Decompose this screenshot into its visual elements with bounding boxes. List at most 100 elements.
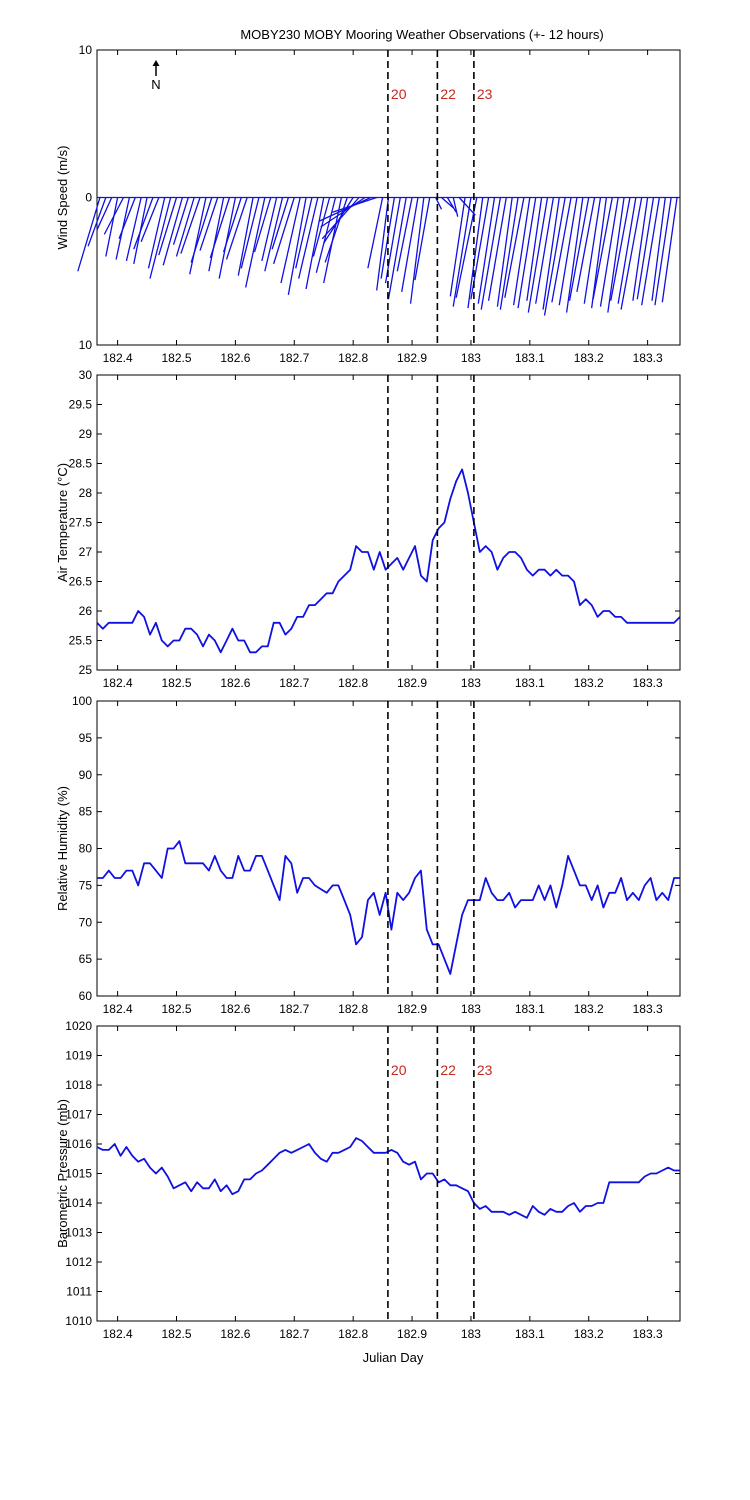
y-tick-label: 1011 bbox=[66, 1285, 92, 1299]
event-label-20: 20 bbox=[391, 1062, 407, 1078]
x-tick-label: 182.8 bbox=[338, 351, 368, 365]
wind-stick bbox=[517, 197, 537, 309]
x-tick-label: 182.9 bbox=[397, 1327, 427, 1341]
wind-stick bbox=[543, 197, 566, 316]
y-tick-label: 75 bbox=[79, 878, 93, 892]
wind-stick bbox=[504, 197, 525, 298]
wind-stick bbox=[384, 197, 401, 284]
y-tick-label: 1013 bbox=[65, 1226, 92, 1240]
y-tick-label: 1010 bbox=[65, 1314, 92, 1328]
wind-stick bbox=[551, 197, 572, 303]
y-tick-label: 1015 bbox=[65, 1167, 92, 1181]
x-tick-label: 182.7 bbox=[279, 1327, 309, 1341]
y-tick-label: 90 bbox=[79, 768, 93, 782]
wind-stick bbox=[446, 197, 457, 213]
wind-stick bbox=[332, 196, 377, 213]
wind-stick bbox=[245, 197, 266, 288]
wind-stick bbox=[607, 197, 625, 313]
y-tick-label: 1012 bbox=[65, 1255, 92, 1269]
y-tick-label: 1016 bbox=[65, 1137, 92, 1151]
wind-stick bbox=[125, 197, 142, 262]
x-tick-label: 182.4 bbox=[103, 1002, 133, 1016]
wind-stick bbox=[172, 197, 189, 245]
wind-stick bbox=[535, 197, 555, 304]
x-tick-label: 183.1 bbox=[515, 676, 545, 690]
x-tick-label: 183 bbox=[461, 1327, 481, 1341]
north-arrow-head-icon bbox=[152, 60, 160, 66]
y-tick-label: 85 bbox=[79, 805, 93, 819]
x-tick-label: 182.5 bbox=[161, 1002, 191, 1016]
wind-stick bbox=[396, 197, 413, 272]
wind-stick bbox=[140, 197, 160, 242]
x-tick-label: 182.6 bbox=[220, 1002, 250, 1016]
event-label-22: 22 bbox=[440, 86, 456, 102]
wind-stick bbox=[512, 197, 531, 306]
wind-stick bbox=[467, 197, 484, 309]
x-tick-label: 183.2 bbox=[574, 1002, 604, 1016]
y-tick-label: 27.5 bbox=[69, 516, 93, 530]
wind-stick bbox=[636, 197, 655, 300]
x-tick-label: 182.8 bbox=[338, 676, 368, 690]
y-axis-label: Air Temperature (°C) bbox=[55, 463, 70, 582]
x-tick-label: 182.9 bbox=[397, 351, 427, 365]
y-axis-label: Relative Humidity (%) bbox=[55, 786, 70, 911]
wind-stick bbox=[401, 197, 419, 293]
wind-stick bbox=[280, 197, 301, 284]
wind-stick bbox=[568, 197, 590, 301]
wind-stick bbox=[452, 197, 459, 217]
panel-1: 182.4 182.5 182.6 182.7 182.8 182.9 183 183.1 18… bbox=[55, 43, 681, 365]
x-tick-label: 183.1 bbox=[515, 1327, 545, 1341]
wind-stick bbox=[496, 197, 513, 307]
event-label-22: 22 bbox=[440, 1062, 456, 1078]
wind-stick bbox=[218, 197, 237, 279]
x-tick-label: 183.3 bbox=[633, 351, 663, 365]
wind-stick bbox=[225, 197, 248, 260]
wind-stick bbox=[542, 197, 560, 310]
y-tick-label: 60 bbox=[79, 989, 93, 1003]
y-axis-label: Barometric Pressure (mb) bbox=[55, 1099, 70, 1248]
wind-stick bbox=[610, 197, 631, 301]
y-tick-label: 65 bbox=[79, 952, 93, 966]
wind-stick bbox=[261, 197, 278, 262]
x-tick-label: 183 bbox=[461, 1002, 481, 1016]
wind-stick bbox=[298, 197, 319, 279]
wind-stick bbox=[175, 197, 195, 257]
wind-stick bbox=[487, 197, 507, 301]
y-tick-label: 30 bbox=[79, 368, 93, 382]
x-tick-label: 183.2 bbox=[574, 351, 604, 365]
x-tick-label: 182.6 bbox=[220, 351, 250, 365]
panel-3: 182.4 182.5 182.6 182.7 182.8 182.9 183 183.1 18… bbox=[55, 694, 681, 1016]
x-tick-label: 183 bbox=[461, 676, 481, 690]
wind-stick bbox=[641, 197, 661, 306]
event-label-23: 23 bbox=[477, 86, 493, 102]
y-tick-label: 1019 bbox=[65, 1049, 92, 1063]
y-tick-label: 29 bbox=[79, 427, 93, 441]
y-tick-label: 28 bbox=[79, 486, 93, 500]
wind-stick bbox=[617, 197, 637, 304]
wind-stick bbox=[376, 197, 390, 291]
wind-stick bbox=[632, 197, 649, 301]
y-axis-label: Wind Speed (m/s) bbox=[55, 145, 70, 249]
x-tick-label: 183.3 bbox=[633, 676, 663, 690]
wind-stick bbox=[158, 197, 178, 256]
x-tick-label: 182.7 bbox=[279, 1002, 309, 1016]
x-tick-label: 182.4 bbox=[103, 1327, 133, 1341]
y-tick-label: 26 bbox=[79, 604, 93, 618]
y-tick-label: 29.5 bbox=[69, 398, 93, 412]
x-tick-label: 183.1 bbox=[515, 351, 545, 365]
wind-stick bbox=[287, 197, 307, 295]
wind-stick bbox=[253, 197, 272, 253]
wind-stick bbox=[305, 197, 325, 290]
x-tick-label: 183.3 bbox=[633, 1327, 663, 1341]
x-tick-label: 183.1 bbox=[515, 1002, 545, 1016]
x-tick-label: 182.9 bbox=[397, 1002, 427, 1016]
wind-stick bbox=[576, 197, 596, 293]
wind-stick bbox=[592, 197, 613, 300]
wind-stick bbox=[387, 197, 407, 300]
x-tick-label: 182.8 bbox=[338, 1327, 368, 1341]
wind-stick bbox=[583, 197, 602, 304]
wind-stick bbox=[458, 197, 476, 216]
wind-stick bbox=[96, 197, 113, 231]
wind-stick bbox=[499, 197, 519, 310]
